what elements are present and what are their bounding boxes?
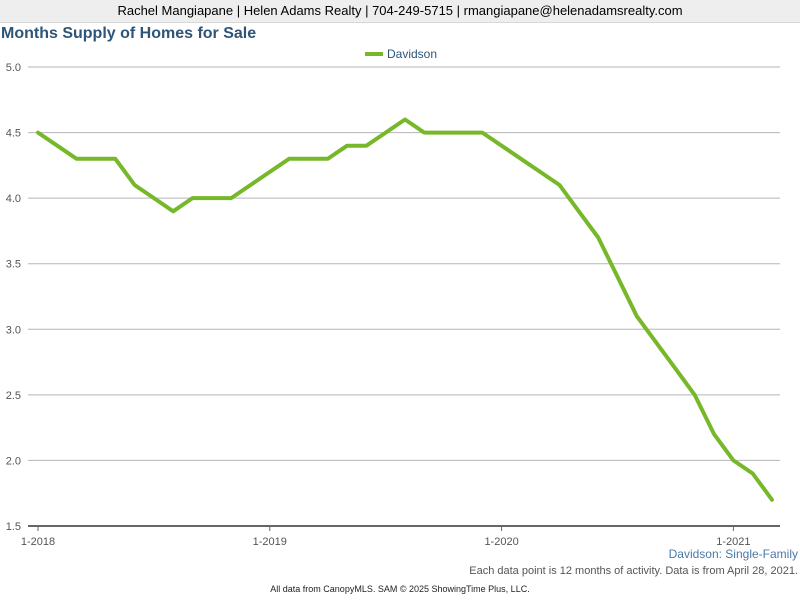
series-line-davidson — [36, 117, 774, 502]
y-tick-label: 4.0 — [6, 193, 21, 205]
legend-swatch-davidson — [365, 52, 383, 56]
y-tick-label: 4.5 — [6, 128, 21, 140]
y-tick-label: 3.0 — [6, 324, 21, 336]
x-tick-label: 1-2021 — [716, 536, 750, 548]
footer-credit: All data from CanopyMLS. SAM © 2025 Show… — [270, 584, 530, 594]
series-caption: Davidson: Single-Family — [668, 547, 798, 561]
y-tick-label: 2.5 — [6, 390, 21, 402]
legend-label-davidson: Davidson — [387, 47, 438, 61]
y-tick-label: 3.5 — [6, 259, 21, 271]
x-tick-label: 1-2020 — [484, 536, 518, 548]
contact-header: Rachel Mangiapane | Helen Adams Realty |… — [0, 0, 800, 23]
x-tick-label: 1-2019 — [253, 536, 287, 548]
data-note: Each data point is 12 months of activity… — [469, 565, 798, 577]
chart-title: Months Supply of Homes for Sale — [1, 25, 257, 42]
y-tick-label: 5.0 — [6, 62, 21, 74]
y-tick-label: 1.5 — [6, 521, 21, 533]
chart-legend[interactable]: Davidson — [365, 46, 437, 62]
y-tick-label: 2.0 — [6, 455, 21, 467]
contact-line: Rachel Mangiapane | Helen Adams Realty |… — [117, 3, 683, 18]
x-tick-label: 1-2018 — [21, 536, 55, 548]
